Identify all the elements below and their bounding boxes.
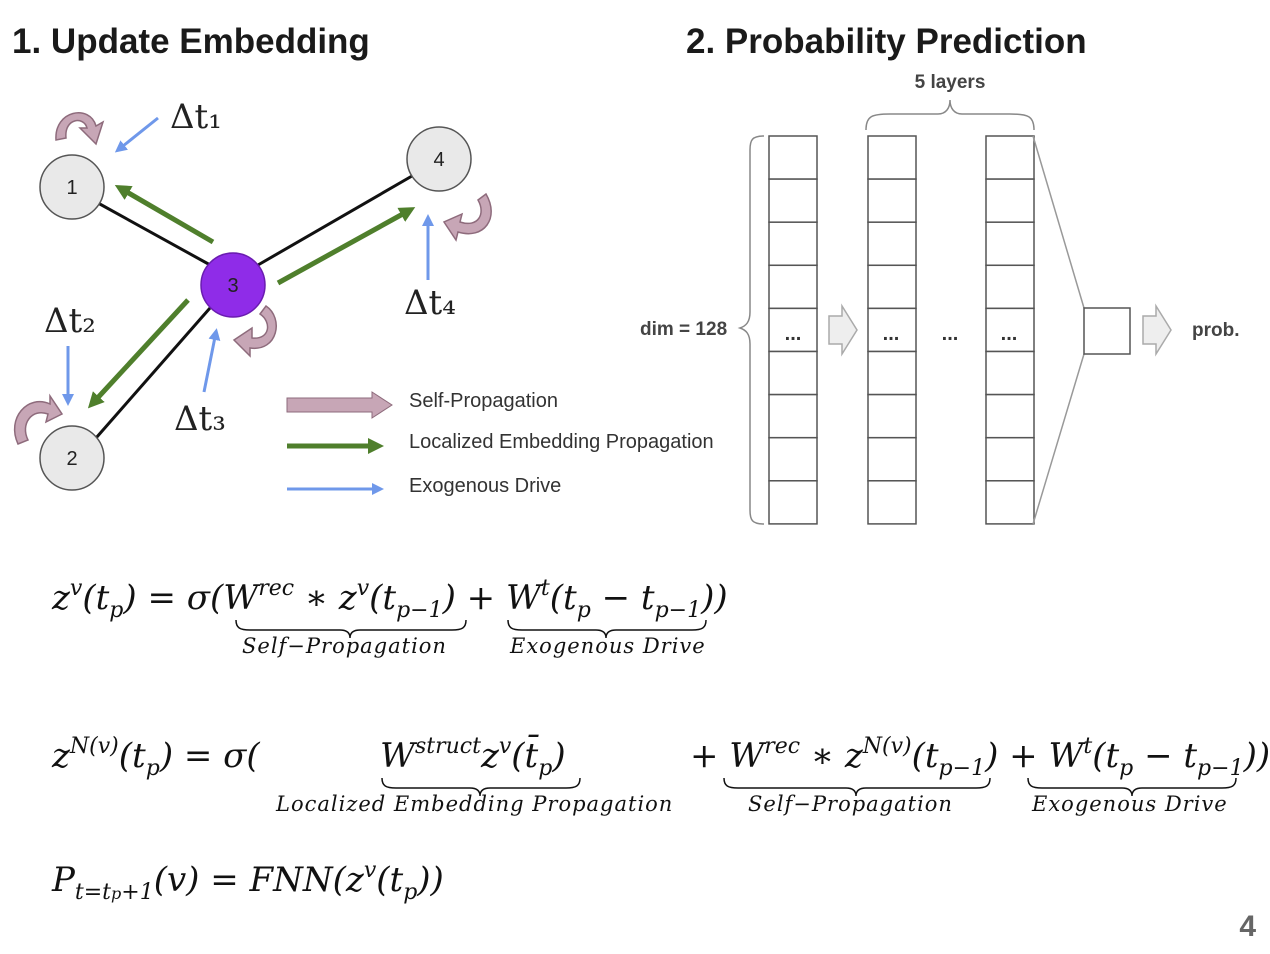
layer-cell <box>768 135 818 180</box>
edge-3-4 <box>257 174 413 267</box>
layer-cell <box>867 393 917 439</box>
column-1-dots: ... <box>785 323 802 345</box>
output-label: prob. <box>1192 320 1240 341</box>
eq2-brace-exo-label: Exogenous Drive <box>1032 792 1228 816</box>
flow-arrow-1 <box>828 303 858 357</box>
legend: Self-Propagation Localized Embedding Pro… <box>286 390 714 497</box>
layer-cell <box>985 264 1035 310</box>
funnel-top <box>1032 135 1085 309</box>
funnel-bottom <box>1032 353 1085 525</box>
column-3-dots: ... <box>1001 323 1018 345</box>
node-2-label: 2 <box>66 448 77 470</box>
legend-exo-label: Exogenous Drive <box>409 475 561 497</box>
column-2-dots: ... <box>883 323 900 345</box>
equation-1: zv(tp) = σ(Wrec ∗ zv(tp−1) + Wt(tp − tp−… <box>52 576 728 623</box>
self-loop-1 <box>55 112 105 146</box>
self-loop-4 <box>442 192 492 242</box>
legend-self-label: Self-Propagation <box>409 390 558 412</box>
propagation-arrow-3-to-1 <box>114 184 215 245</box>
legend-self-arrow <box>286 391 393 419</box>
exogenous-arrow-1 <box>114 116 159 153</box>
diagram-canvas: 1 2 3 4 Δt₁ Δt₂ Δt₃ Δt₄ Self-Propagation… <box>13 72 1240 525</box>
equation-2-rest: + Wrec ∗ zN(v)(tp−1) + Wt(tp − tp−1)) <box>690 734 1270 781</box>
eq1-brace-self-label: Self−Propagation <box>242 634 447 658</box>
layer-column-3 <box>985 135 1035 525</box>
equation-3: Pt=tp+1(v) = FNN(zv(tp)) <box>52 858 444 905</box>
self-loop-3 <box>232 304 277 358</box>
layer-cell <box>985 178 1035 223</box>
propagation-arrow-3-to-2 <box>87 298 190 409</box>
layer-cell <box>985 350 1035 396</box>
layer-cell <box>985 393 1035 439</box>
node-4-label: 4 <box>433 149 444 171</box>
eq2-brace-self-label: Self−Propagation <box>748 792 953 816</box>
self-loop-2 <box>13 393 64 445</box>
output-node <box>1083 307 1131 355</box>
layer-cell <box>867 135 917 180</box>
layer-column-2 <box>867 135 917 525</box>
eq1-brace-exo-label: Exogenous Drive <box>510 634 706 658</box>
equation-2-struct-term: Wstructzv(t̄p) <box>380 734 566 781</box>
layer-column-1 <box>768 135 818 525</box>
delta-t4-label: Δt₄ <box>404 283 456 323</box>
equation-2: zN(v)(tp) = σ( <box>52 734 260 781</box>
node-3: 3 <box>200 252 266 318</box>
layer-cell <box>867 264 917 310</box>
legend-local-label: Localized Embedding Propagation <box>409 431 714 453</box>
delta-t3-label: Δt₃ <box>174 399 226 439</box>
layers-brace <box>865 99 1035 131</box>
title-probability-prediction: 2. Probability Prediction <box>686 22 1087 61</box>
layer-cell <box>867 480 917 525</box>
layer-cell <box>768 480 818 525</box>
layer-cell <box>768 307 818 353</box>
eq2-brace-local-label: Localized Embedding Propagation <box>276 792 674 816</box>
edge-1-3 <box>97 201 213 268</box>
exogenous-arrow-3 <box>202 328 221 393</box>
layers-label: 5 layers <box>915 72 986 93</box>
layer-cell <box>867 221 917 267</box>
node-1-label: 1 <box>66 177 77 199</box>
layer-cell <box>768 350 818 396</box>
edge-3-2 <box>94 307 212 439</box>
flow-arrow-2 <box>1142 303 1172 357</box>
layer-cell <box>867 307 917 353</box>
layer-cell <box>768 221 818 267</box>
layer-cell <box>985 436 1035 482</box>
page-number: 4 <box>1239 910 1256 943</box>
node-4: 4 <box>406 126 472 192</box>
delta-t1-label: Δt₁ <box>170 97 222 137</box>
title-update-embedding: 1. Update Embedding <box>12 22 370 61</box>
node-1: 1 <box>39 154 105 220</box>
between-layers-dots: ... <box>942 323 959 345</box>
propagation-arrow-3-to-4 <box>276 207 416 286</box>
delta-t2-label: Δt₂ <box>44 301 96 341</box>
layer-cell <box>985 480 1035 525</box>
layer-cell <box>768 264 818 310</box>
dim-label: dim = 128 <box>640 319 727 340</box>
node-3-label: 3 <box>227 275 238 297</box>
layer-cell <box>867 178 917 223</box>
layer-cell <box>768 178 818 223</box>
neural-network: 5 layers dim = 128 ... ... ... ... prob. <box>640 72 1240 525</box>
layer-cell <box>768 393 818 439</box>
node-2: 2 <box>39 425 105 491</box>
dim-brace <box>737 135 765 525</box>
